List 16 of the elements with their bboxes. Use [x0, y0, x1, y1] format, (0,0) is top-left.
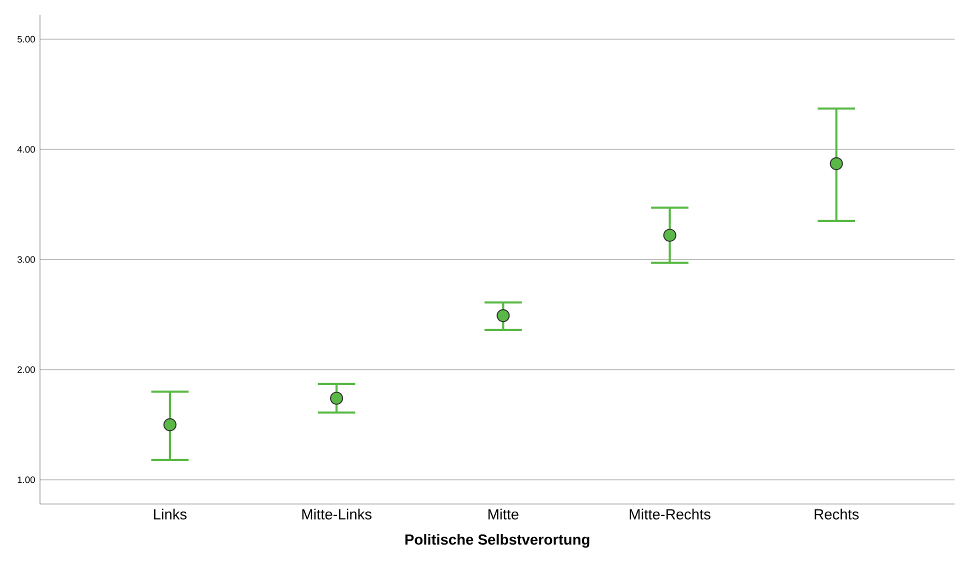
- x-tick-label: Mitte-Rechts: [630, 508, 710, 520]
- point: [830, 157, 843, 170]
- y-tick-label: 4.00: [17, 146, 35, 153]
- x-tick-label: Mitte-Links: [302, 508, 372, 520]
- x-tick-label: Mitte: [488, 508, 518, 520]
- x-tick-label: Rechts: [814, 508, 859, 520]
- y-tick-label: 3.00: [17, 256, 35, 263]
- point: [496, 309, 510, 322]
- x-tick-label: Links: [154, 508, 187, 520]
- point: [663, 228, 676, 242]
- y-tick-label: 2.00: [18, 366, 35, 373]
- y-tick-label: 5.00: [18, 36, 35, 43]
- x-axis-title: Politische Selbstverortung: [405, 534, 590, 548]
- point: [163, 418, 176, 432]
- point: [330, 392, 344, 405]
- y-tick-label: 1.00: [18, 476, 35, 484]
